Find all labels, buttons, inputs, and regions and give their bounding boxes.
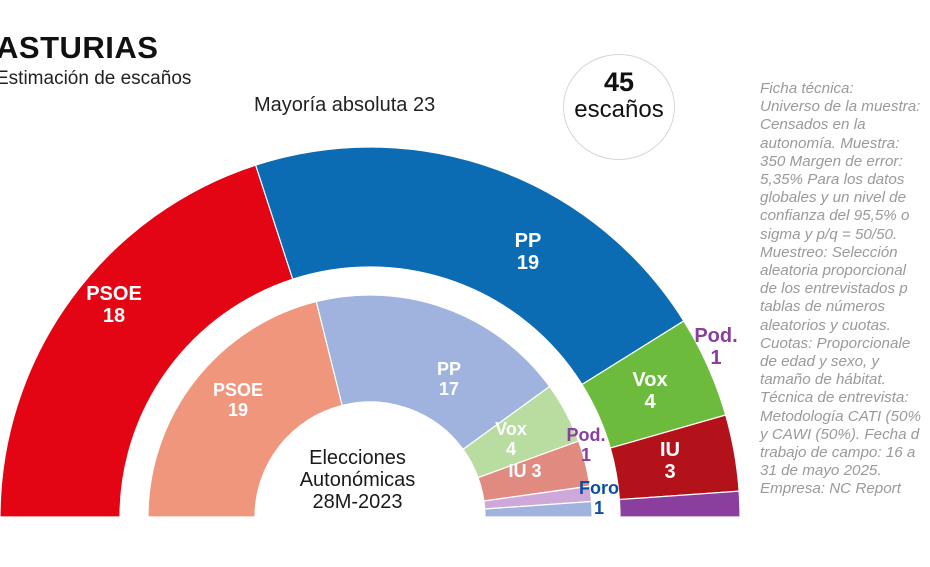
estimate-pod-segment (618, 490, 741, 518)
estimate-pp-segment (254, 146, 685, 386)
estimate-psoe-label: PSOE 18 (86, 283, 142, 327)
previous-psoe-label: PSOE 19 (213, 380, 263, 420)
previous-election-label: Elecciones Autonómicas 28M-2023 (270, 447, 445, 513)
ficha-tecnica: Ficha técnica: Universo de la muestra: C… (760, 80, 921, 498)
estimate-pp-label: PP 19 (515, 230, 542, 274)
total-seats-number: 45 (603, 67, 635, 97)
previous-pod-label: Pod. 1 (567, 425, 606, 465)
previous-election-ring (147, 294, 593, 518)
previous-iu-label: IU 3 (508, 461, 541, 481)
estimate-psoe-segment (0, 164, 294, 518)
previous-election-line-1: Elecciones (309, 447, 406, 469)
previous-pp-label: PP 17 (437, 359, 461, 399)
previous-election-line-2: Autonómicas (299, 469, 416, 491)
estimate-vox-label: Vox 4 (632, 369, 667, 413)
previous-vox-label: Vox 4 (495, 419, 527, 459)
chart-subtitle: Estimación de escaños (0, 68, 192, 89)
previous-foro-label: Foro 1 (579, 478, 619, 518)
chart-title: ASTURIAS (0, 30, 159, 65)
majority-label: Mayoría absoluta 23 (254, 94, 436, 116)
previous-psoe-segment (147, 300, 343, 518)
total-seats-badge: 45 escaños (563, 54, 675, 160)
estimate-iu-label: IU 3 (660, 439, 680, 483)
estimate-ring (0, 146, 741, 518)
estimate-pod-label: Pod. 1 (694, 325, 737, 369)
previous-pp-segment (315, 294, 551, 451)
previous-election-line-3: 28M-2023 (312, 491, 403, 513)
previous-foro-segment (484, 500, 593, 518)
total-seats-label: escaños (574, 96, 664, 123)
